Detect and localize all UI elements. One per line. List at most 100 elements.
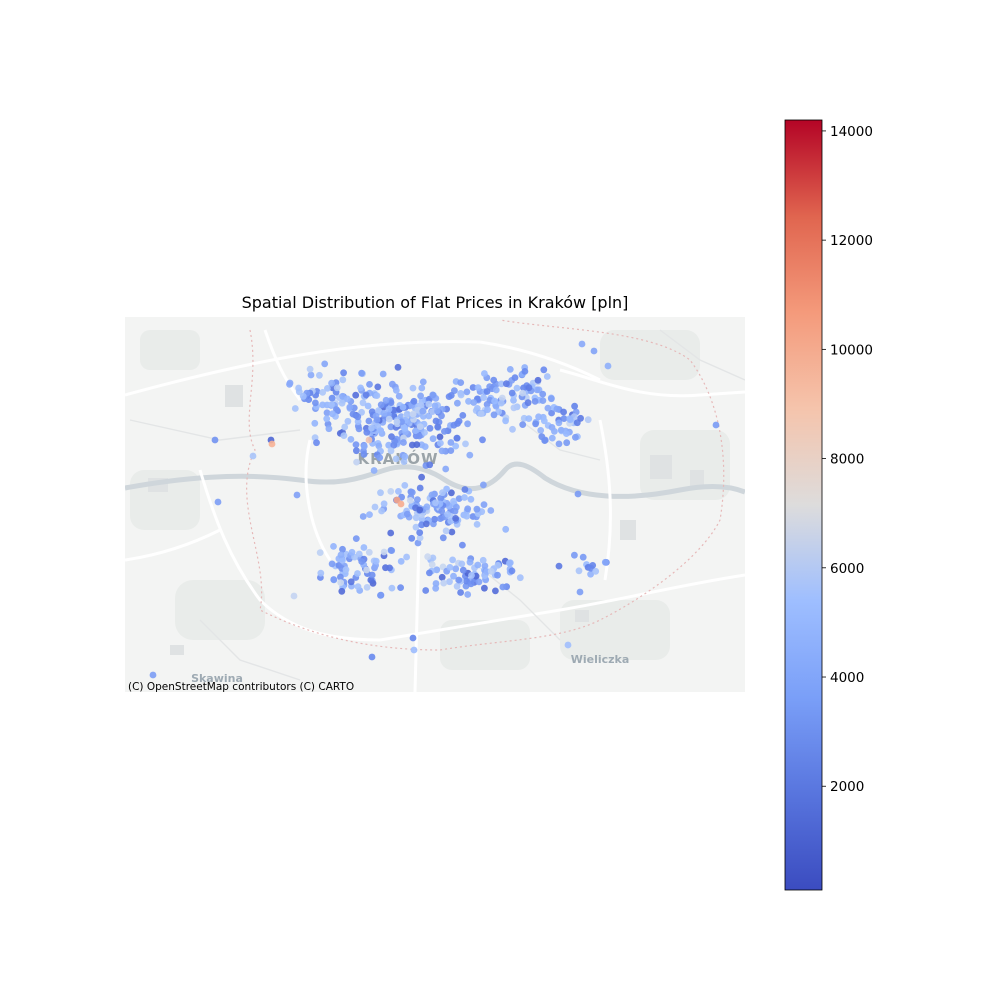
price-point [491, 397, 498, 405]
price-point [328, 379, 335, 387]
price-point [387, 423, 395, 431]
price-point [397, 500, 405, 508]
price-point [555, 419, 563, 427]
price-point [432, 417, 440, 425]
price-point [434, 423, 442, 431]
price-point [461, 494, 468, 501]
colorbar-tick-label: 8000 [830, 452, 864, 468]
price-point [540, 366, 548, 374]
price-point [566, 415, 574, 422]
price-point [358, 369, 365, 377]
price-point [423, 520, 430, 528]
price-point [477, 410, 485, 418]
price-point [325, 425, 333, 433]
price-point [330, 543, 337, 550]
price-point [555, 562, 563, 570]
price-point [348, 548, 356, 556]
price-point [380, 548, 388, 556]
price-point [490, 411, 498, 419]
price-point [439, 489, 446, 497]
price-point [339, 556, 346, 564]
price-point [433, 566, 441, 574]
price-point [316, 371, 323, 379]
price-point [353, 458, 360, 466]
price-point [447, 439, 455, 446]
price-point [509, 425, 516, 433]
price-point [438, 412, 445, 420]
price-point [359, 513, 367, 520]
price-point [344, 417, 352, 425]
price-point [354, 570, 361, 577]
price-point [540, 417, 548, 425]
price-point [498, 394, 506, 402]
price-point [321, 360, 329, 368]
price-point [311, 419, 319, 427]
price-point [426, 424, 434, 432]
price-point [465, 397, 472, 405]
price-point [429, 554, 437, 562]
price-point [323, 415, 331, 423]
price-point [574, 490, 582, 498]
town-label-skawina: Skawina [191, 672, 243, 685]
price-point [548, 434, 556, 442]
price-point [386, 564, 393, 572]
price-point [447, 447, 455, 454]
price-point [324, 385, 331, 392]
price-point [537, 427, 545, 434]
price-point [291, 405, 299, 412]
price-point [520, 384, 527, 392]
price-point [343, 395, 351, 403]
price-point [453, 582, 461, 590]
price-point [492, 402, 500, 410]
price-point [429, 435, 437, 443]
price-point [306, 365, 314, 373]
price-point [363, 584, 371, 591]
price-point [503, 380, 510, 388]
price-point [340, 369, 347, 377]
city-boundary [246, 319, 725, 651]
price-point [339, 376, 347, 384]
price-point [333, 384, 341, 392]
price-point [446, 578, 453, 586]
price-point [268, 440, 276, 448]
price-point [428, 491, 436, 499]
price-point [352, 441, 360, 448]
price-point [387, 529, 395, 537]
price-point [448, 528, 456, 536]
price-point [575, 567, 583, 575]
price-point [422, 587, 430, 594]
price-point [492, 386, 500, 394]
price-point [370, 467, 378, 474]
price-point [560, 408, 567, 416]
price-point [387, 546, 395, 554]
price-point [354, 583, 362, 590]
price-point [548, 409, 555, 417]
price-point [387, 488, 395, 495]
colorbar-tick-label: 2000 [830, 779, 864, 795]
price-point [342, 566, 350, 573]
price-point [577, 414, 584, 422]
price-point [560, 415, 568, 422]
price-point [362, 391, 370, 399]
price-point [474, 561, 482, 569]
price-point [339, 545, 346, 553]
price-point [437, 439, 444, 447]
price-point [502, 525, 510, 533]
price-point [415, 432, 423, 440]
price-point [572, 433, 579, 441]
price-point [330, 576, 338, 583]
price-point [373, 416, 381, 424]
price-point [451, 507, 459, 515]
price-point [448, 489, 455, 497]
price-point [358, 408, 365, 416]
basemap: KRAKÓW Skawina Wieliczka [125, 317, 745, 692]
price-point [329, 410, 336, 418]
price-point [338, 399, 346, 407]
price-point [392, 387, 400, 394]
price-point [426, 461, 434, 469]
price-point [519, 389, 527, 397]
price-point [438, 507, 446, 515]
colorbar-ticks: 2000 4000 6000 8000 10000 12000 14000 [822, 124, 873, 795]
price-point [375, 442, 383, 450]
